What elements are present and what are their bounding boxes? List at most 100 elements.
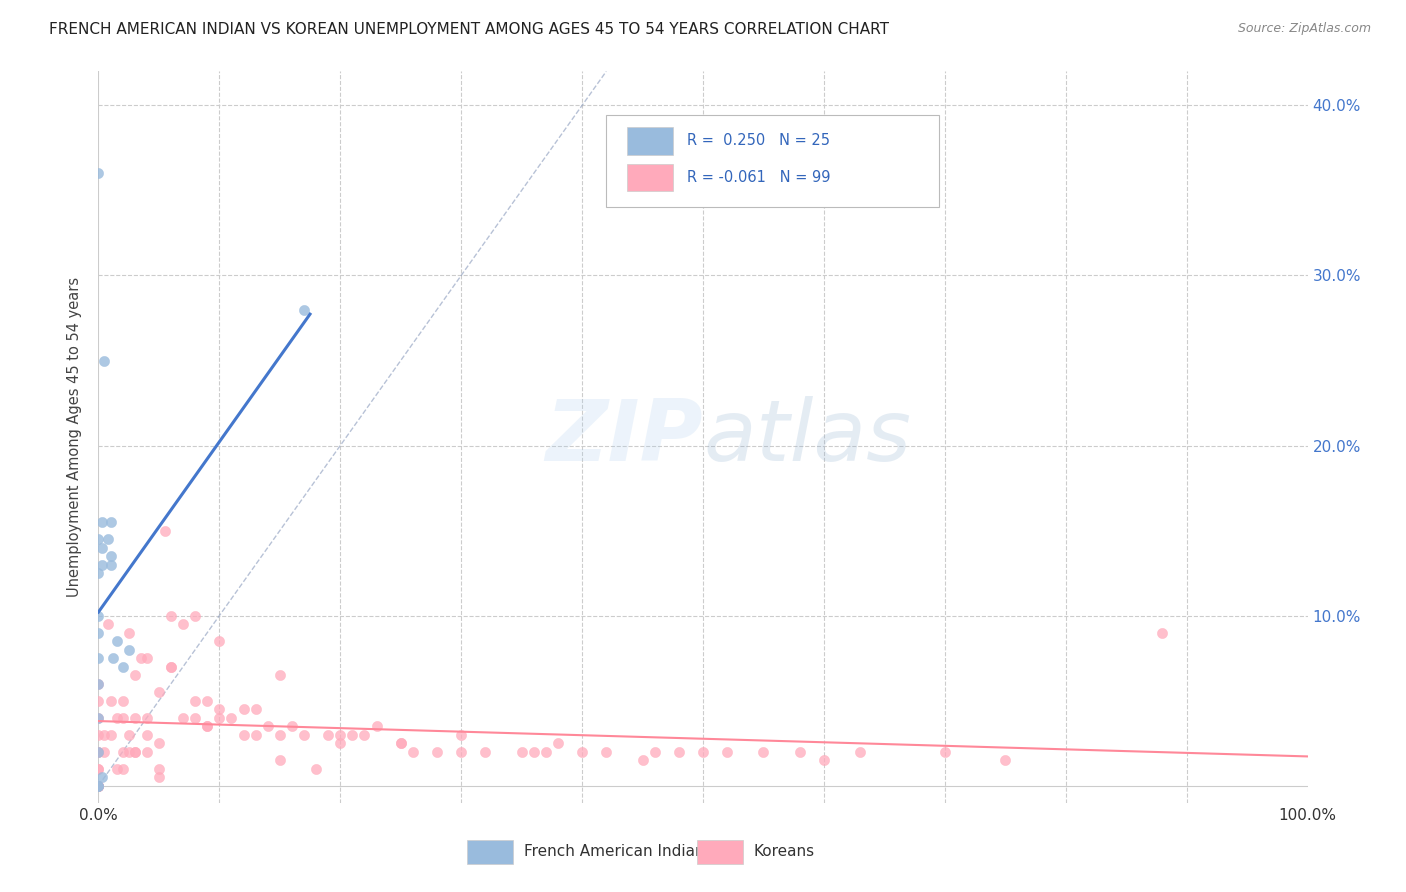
Point — [450, 745, 472, 759]
Point — [111, 745, 134, 759]
Point — [269, 753, 291, 767]
Point — [389, 736, 412, 750]
Point — [208, 634, 231, 648]
Point — [87, 745, 110, 759]
Point — [87, 779, 110, 793]
Point — [716, 745, 738, 759]
Y-axis label: Unemployment Among Ages 45 to 54 years: Unemployment Among Ages 45 to 54 years — [67, 277, 83, 597]
Point — [100, 515, 122, 529]
Point — [87, 745, 110, 759]
Text: Koreans: Koreans — [754, 845, 815, 859]
Point — [91, 770, 114, 784]
Point — [97, 617, 120, 632]
Point — [668, 745, 690, 759]
Point — [316, 728, 339, 742]
Point — [305, 762, 328, 776]
Point — [87, 711, 110, 725]
Point — [148, 770, 170, 784]
Point — [100, 558, 122, 572]
Point — [256, 719, 278, 733]
Text: R = -0.061   N = 99: R = -0.061 N = 99 — [688, 169, 831, 185]
Point — [644, 745, 666, 759]
Point — [87, 711, 110, 725]
Point — [87, 779, 110, 793]
Point — [195, 719, 218, 733]
Point — [245, 702, 267, 716]
Point — [510, 745, 533, 759]
Point — [87, 651, 110, 665]
Point — [87, 779, 110, 793]
FancyBboxPatch shape — [606, 115, 939, 207]
Point — [93, 353, 115, 368]
Point — [87, 166, 110, 180]
Point — [389, 736, 412, 750]
Point — [849, 745, 872, 759]
Point — [232, 702, 254, 716]
Point — [87, 677, 110, 691]
Point — [160, 659, 183, 673]
Point — [87, 779, 110, 793]
Point — [111, 711, 134, 725]
Point — [124, 668, 146, 682]
Point — [135, 711, 157, 725]
Bar — [697, 840, 742, 863]
Point — [195, 694, 218, 708]
Point — [292, 728, 315, 742]
Point — [105, 711, 128, 725]
Point — [208, 711, 231, 725]
Point — [153, 524, 176, 538]
Point — [450, 728, 472, 742]
Point — [87, 532, 110, 546]
Text: Source: ZipAtlas.com: Source: ZipAtlas.com — [1237, 22, 1371, 36]
Point — [172, 617, 194, 632]
Text: ZIP: ZIP — [546, 395, 703, 479]
Bar — [467, 840, 513, 863]
Point — [87, 745, 110, 759]
Point — [245, 728, 267, 742]
Point — [124, 745, 146, 759]
Point — [184, 694, 207, 708]
Point — [118, 625, 141, 640]
Point — [269, 728, 291, 742]
Point — [101, 651, 124, 665]
Point — [87, 762, 110, 776]
Point — [87, 608, 110, 623]
Point — [87, 728, 110, 742]
Point — [232, 728, 254, 742]
Point — [100, 728, 122, 742]
Point — [118, 642, 141, 657]
Point — [87, 625, 110, 640]
Bar — [627, 163, 673, 191]
Point — [118, 728, 141, 742]
Point — [93, 728, 115, 742]
Point — [160, 659, 183, 673]
Point — [692, 745, 714, 759]
Point — [269, 668, 291, 682]
Point — [547, 736, 569, 750]
Text: atlas: atlas — [703, 395, 911, 479]
Text: FRENCH AMERICAN INDIAN VS KOREAN UNEMPLOYMENT AMONG AGES 45 TO 54 YEARS CORRELAT: FRENCH AMERICAN INDIAN VS KOREAN UNEMPLO… — [49, 22, 889, 37]
Point — [87, 677, 110, 691]
Point — [111, 762, 134, 776]
Point — [105, 762, 128, 776]
Point — [91, 541, 114, 555]
Point — [184, 608, 207, 623]
Point — [87, 694, 110, 708]
Point — [752, 745, 775, 759]
Point — [595, 745, 617, 759]
Point — [353, 728, 375, 742]
Point — [329, 728, 352, 742]
Point — [124, 711, 146, 725]
Point — [148, 736, 170, 750]
Point — [135, 651, 157, 665]
Point — [135, 745, 157, 759]
Point — [124, 745, 146, 759]
Point — [329, 736, 352, 750]
Point — [111, 694, 134, 708]
Point — [148, 762, 170, 776]
Point — [571, 745, 593, 759]
Point — [87, 779, 110, 793]
Point — [91, 515, 114, 529]
Point — [105, 634, 128, 648]
Point — [148, 685, 170, 699]
